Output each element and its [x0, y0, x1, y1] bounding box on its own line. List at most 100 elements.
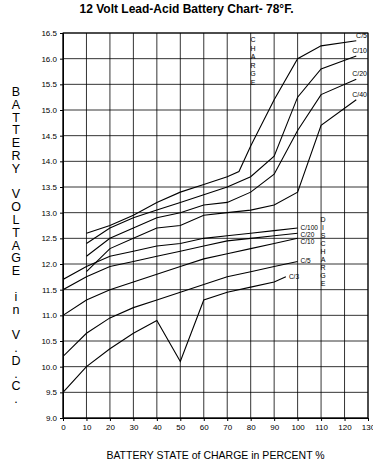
x-tick-mark [321, 418, 322, 421]
y-tick-label: 9.0 [46, 414, 58, 423]
grid-line [344, 33, 345, 418]
series-label: C/3 [289, 273, 300, 280]
grid-line [63, 212, 368, 213]
series-label: C/20 [352, 70, 367, 77]
x-tick: 90 [270, 418, 279, 432]
x-tick-label: 80 [247, 423, 256, 432]
x-tick-label: 0 [61, 423, 66, 432]
x-tick: 50 [176, 418, 185, 432]
annotation: DISCHARGE [320, 216, 325, 287]
y-tick-mark [60, 264, 63, 265]
y-tick-mark [60, 161, 63, 162]
y-tick-label: 15.5 [41, 80, 57, 89]
x-tick-mark [133, 418, 134, 421]
x-tick-label: 110 [315, 423, 328, 432]
y-tick-mark [60, 33, 63, 34]
y-tick: 13.5 [41, 183, 63, 192]
x-tick-label: 70 [223, 423, 232, 432]
x-tick-mark [368, 418, 369, 421]
y-tick: 13.0 [41, 209, 63, 218]
grid-line [297, 33, 298, 418]
x-tick-mark [157, 418, 158, 421]
y-tick-label: 16.0 [41, 55, 57, 64]
grid-line [133, 33, 134, 418]
y-tick: 9.0 [46, 414, 63, 423]
y-tick-mark [60, 418, 63, 419]
x-tick-mark [110, 418, 111, 421]
x-tick: 60 [200, 418, 209, 432]
grid [63, 33, 368, 418]
grid-line [203, 33, 204, 418]
series-label: C/40 [352, 91, 367, 98]
series-label: C/20 [301, 231, 315, 238]
grid-line [63, 187, 368, 188]
grid-line [156, 33, 157, 418]
y-tick: 11.5 [42, 286, 63, 295]
y-tick: 10.0 [41, 363, 63, 372]
y-tick: 14.5 [41, 132, 63, 141]
y-tick-mark [60, 84, 63, 85]
y-tick-label: 12.0 [41, 260, 57, 269]
grid-line [63, 315, 368, 316]
y-tick: 11.0 [42, 311, 63, 320]
x-tick: 0 [61, 418, 66, 432]
series-line [63, 261, 298, 356]
lines [63, 41, 356, 393]
y-tick-mark [60, 315, 63, 316]
y-tick-mark [60, 392, 63, 393]
series-label: C/10 [352, 47, 367, 54]
x-tick-mark [298, 418, 299, 421]
series-labels: C/5C/10C/20C/40C/100C/20C/10C/5C/3 [289, 32, 367, 280]
annotation: CHARGE [250, 36, 255, 86]
x-tick: 80 [247, 418, 256, 432]
x-tick: 120 [338, 418, 352, 432]
y-tick-label: 15.0 [41, 106, 57, 115]
x-tick-mark [345, 418, 346, 421]
grid-line [63, 84, 368, 85]
y-tick-mark [60, 110, 63, 111]
y-tick-label: 12.5 [41, 234, 57, 243]
x-tick-label: 100 [291, 423, 305, 432]
grid-line [250, 33, 251, 418]
y-tick: 9.5 [46, 388, 63, 397]
y-tick-label: 10.0 [41, 363, 57, 372]
series-line [86, 41, 356, 234]
y-tick-label: 14.5 [41, 132, 57, 141]
grid-line [86, 33, 87, 418]
x-axis-line [64, 419, 369, 422]
x-tick-label: 30 [129, 423, 138, 432]
grid-line [63, 58, 368, 59]
chart: 12 Volt Lead-Acid Battery Chart- 78°F. 0 1… [0, 0, 373, 467]
x-tick-mark [274, 418, 275, 421]
y-tick-mark [60, 187, 63, 188]
y-tick-mark [60, 290, 63, 291]
y-tick: 14.0 [41, 157, 63, 166]
y-tick-label: 10.5 [41, 337, 57, 346]
y-tick: 12.0 [41, 260, 63, 269]
y-tick: 15.0 [41, 106, 63, 115]
x-tick-label: 130 [362, 423, 373, 432]
x-tick: 10 [83, 418, 92, 432]
x-tick-label: 90 [270, 423, 279, 432]
y-tick-label: 11.5 [42, 286, 58, 295]
x-tick: 130 [362, 418, 373, 432]
y-axis-line [60, 34, 64, 419]
y-axis: 9.0 9.5 10.0 10.5 11.0 11.5 12.0 12.5 13.0 13.5 14… [41, 29, 63, 423]
y-tick-label: 13.0 [41, 209, 57, 218]
y-tick-mark [60, 213, 63, 214]
x-tick: 40 [153, 418, 162, 432]
y-tick-label: 16.5 [41, 29, 57, 38]
series-line [63, 277, 286, 393]
series-label: C/100 [301, 224, 319, 231]
y-tick-label: 13.5 [41, 183, 57, 192]
series-line [63, 238, 298, 315]
title: 12 Volt Lead-Acid Battery Chart- 78°F. [80, 2, 294, 16]
y-tick: 16.5 [41, 29, 63, 38]
y-tick: 12.5 [41, 234, 63, 243]
y-tick: 16.0 [41, 55, 63, 64]
series-label: C/5 [301, 257, 312, 264]
y-tick: 15.5 [41, 80, 63, 89]
grid-line [63, 110, 368, 111]
x-tick-label: 60 [200, 423, 209, 432]
x-tick-mark [86, 418, 87, 421]
